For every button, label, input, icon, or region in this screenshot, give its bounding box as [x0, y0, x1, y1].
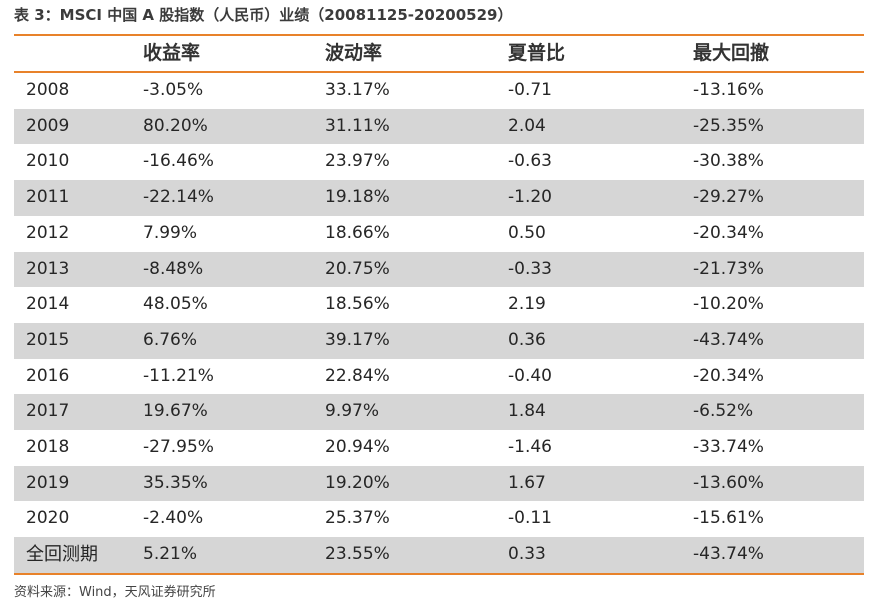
- table-row: 2015 6.76% 39.17% 0.36 -43.74%: [14, 322, 864, 359]
- cell-return: -2.40%: [143, 508, 204, 529]
- cell-year: 2009: [14, 108, 131, 145]
- table-row: 2009 80.20% 31.11% 2.04 -25.35%: [14, 108, 864, 145]
- cell-return: 48.05%: [143, 294, 208, 315]
- cell-year: 2019: [14, 465, 131, 502]
- cell-sharpe: 2.19: [508, 294, 546, 315]
- cell-max-drawdown: -43.74%: [681, 537, 864, 573]
- table-row: 2016 -11.21% 22.84% -0.40 -20.34%: [14, 359, 864, 395]
- cell-year: 2020: [26, 508, 70, 529]
- cell-volatility: 19.20%: [313, 465, 496, 502]
- cell-sharpe: -1.20: [496, 180, 681, 216]
- cell-sharpe: -0.40: [508, 365, 552, 386]
- table-row: 2011 -22.14% 19.18% -1.20 -29.27%: [14, 180, 864, 216]
- cell-return: 80.20%: [131, 108, 313, 145]
- cell-volatility: 23.55%: [313, 537, 496, 573]
- cell-return: -3.05%: [143, 80, 204, 100]
- table-title: 表 3：MSCI 中国 A 股指数（人民币）业绩（20081125-202005…: [14, 6, 513, 24]
- cell-return: -16.46%: [143, 151, 214, 172]
- cell-sharpe: 1.67: [496, 465, 681, 502]
- cell-volatility: 20.75%: [313, 251, 496, 288]
- cell-return: 35.35%: [131, 465, 313, 502]
- cell-return: -11.21%: [143, 365, 214, 386]
- cell-year: 2016: [26, 365, 70, 386]
- cell-volatility: 31.11%: [313, 108, 496, 145]
- cell-year: 2012: [26, 222, 70, 243]
- table-row: 2008 -3.05% 33.17% -0.71 -13.16%: [14, 72, 864, 109]
- cell-max-drawdown: -21.73%: [681, 251, 864, 288]
- cell-sharpe: -0.63: [508, 151, 552, 172]
- cell-volatility: 39.17%: [313, 322, 496, 359]
- cell-max-drawdown: -20.34%: [693, 222, 764, 243]
- cell-return: 5.21%: [131, 537, 313, 573]
- cell-sharpe: -0.11: [508, 508, 552, 529]
- cell-sharpe: 0.33: [496, 537, 681, 573]
- cell-return: 19.67%: [131, 394, 313, 431]
- cell-max-drawdown: -33.74%: [693, 437, 764, 458]
- cell-period: 全回测期: [14, 537, 131, 573]
- cell-sharpe: 1.84: [496, 394, 681, 431]
- cell-return: -8.48%: [131, 251, 313, 288]
- cell-max-drawdown: -10.20%: [693, 294, 764, 315]
- cell-return: 6.76%: [131, 322, 313, 359]
- cell-volatility: 18.56%: [325, 294, 390, 315]
- cell-year: 2018: [26, 437, 70, 458]
- cell-year: 2008: [26, 80, 70, 100]
- cell-max-drawdown: -6.52%: [681, 394, 864, 431]
- cell-volatility: 9.97%: [313, 394, 496, 431]
- table-row: 2010 -16.46% 23.97% -0.63 -30.38%: [14, 144, 864, 180]
- table-row: 2014 48.05% 18.56% 2.19 -10.20%: [14, 287, 864, 323]
- source-note: 资料来源：Wind，天风证券研究所: [14, 585, 216, 600]
- table-row: 2018 -27.95% 20.94% -1.46 -33.74%: [14, 430, 864, 466]
- cell-return: -22.14%: [131, 180, 313, 216]
- cell-year: 2010: [26, 151, 70, 172]
- performance-table: 收益率 波动率 夏普比 最大回撤 2008 -3.05% 33.17% -0.7…: [14, 36, 864, 573]
- cell-sharpe: -0.71: [508, 80, 552, 100]
- cell-return: 7.99%: [143, 222, 198, 243]
- cell-year: 2011: [14, 180, 131, 216]
- header-year: [14, 36, 131, 73]
- table-row-total: 全回测期 5.21% 23.55% 0.33 -43.74%: [14, 537, 864, 573]
- cell-volatility: 19.18%: [313, 180, 496, 216]
- cell-year: 2015: [14, 322, 131, 359]
- cell-max-drawdown: -15.61%: [693, 508, 764, 529]
- table-row: 2017 19.67% 9.97% 1.84 -6.52%: [14, 394, 864, 431]
- cell-max-drawdown: -43.74%: [681, 322, 864, 359]
- cell-sharpe: 2.04: [496, 108, 681, 145]
- header-sharpe: 夏普比: [496, 36, 681, 73]
- table-row: 2019 35.35% 19.20% 1.67 -13.60%: [14, 465, 864, 502]
- cell-year: 2014: [26, 294, 70, 315]
- table-row: 2020 -2.40% 25.37% -0.11 -15.61%: [14, 501, 864, 537]
- cell-volatility: 25.37%: [325, 508, 390, 529]
- cell-volatility: 22.84%: [325, 365, 390, 386]
- cell-max-drawdown: -13.60%: [681, 465, 864, 502]
- cell-volatility: 23.97%: [325, 151, 390, 172]
- table-row: 2013 -8.48% 20.75% -0.33 -21.73%: [14, 251, 864, 288]
- cell-max-drawdown: -13.16%: [693, 80, 764, 100]
- cell-sharpe: 0.36: [496, 322, 681, 359]
- table-row: 2012 7.99% 18.66% 0.50 -20.34%: [14, 216, 864, 252]
- table-header-row: 收益率 波动率 夏普比 最大回撤: [14, 36, 864, 73]
- cell-volatility: 20.94%: [325, 437, 390, 458]
- header-return: 收益率: [131, 36, 313, 73]
- header-volatility: 波动率: [313, 36, 496, 73]
- cell-sharpe: 0.50: [508, 222, 546, 243]
- cell-sharpe: -1.46: [508, 437, 552, 458]
- cell-max-drawdown: -29.27%: [681, 180, 864, 216]
- cell-sharpe: -0.33: [496, 251, 681, 288]
- cell-max-drawdown: -25.35%: [681, 108, 864, 145]
- cell-volatility: 18.66%: [325, 222, 390, 243]
- performance-table-container: 收益率 波动率 夏普比 最大回撤 2008 -3.05% 33.17% -0.7…: [14, 34, 864, 575]
- cell-return: -27.95%: [143, 437, 214, 458]
- cell-max-drawdown: -30.38%: [693, 151, 764, 172]
- cell-volatility: 33.17%: [325, 80, 390, 100]
- cell-year: 2013: [14, 251, 131, 288]
- header-max-drawdown: 最大回撤: [681, 36, 864, 73]
- cell-max-drawdown: -20.34%: [693, 365, 764, 386]
- cell-year: 2017: [14, 394, 131, 431]
